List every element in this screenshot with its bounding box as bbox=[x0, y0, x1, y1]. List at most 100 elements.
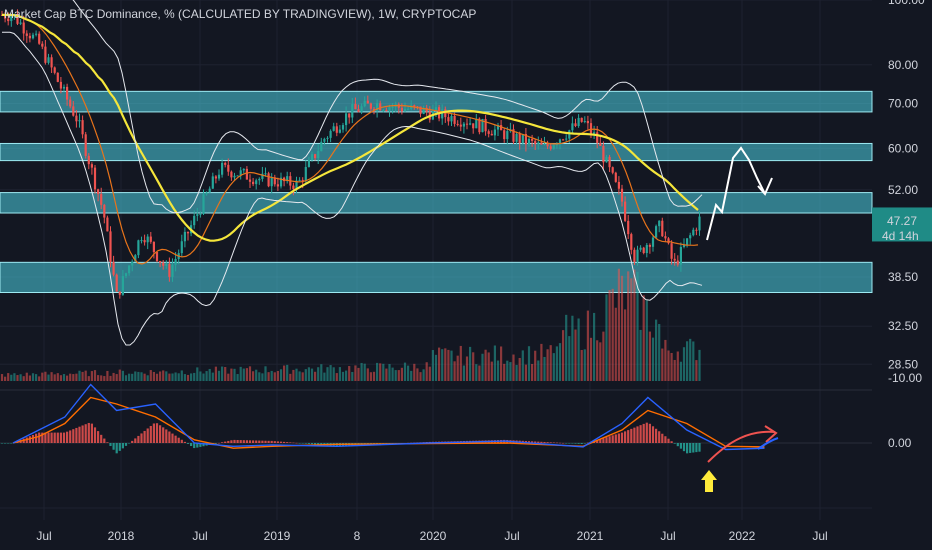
chart-title: Market Cap BTC Dominance, % (CALCULATED … bbox=[4, 7, 476, 21]
volume-bar-191 bbox=[593, 312, 596, 381]
volume-bar-54 bbox=[168, 373, 171, 381]
macd-histogram-bar-77 bbox=[239, 440, 242, 443]
candle-body-212 bbox=[658, 220, 661, 227]
macd-histogram-bar-88 bbox=[273, 441, 276, 443]
macd-histogram-bar-17 bbox=[53, 432, 56, 443]
candle-body-214 bbox=[664, 236, 667, 239]
candle-body-44 bbox=[137, 240, 140, 256]
candle-body-41 bbox=[128, 265, 131, 274]
volume-bar-24 bbox=[75, 373, 78, 381]
volume-bar-171 bbox=[531, 364, 534, 381]
candle-body-224 bbox=[695, 229, 698, 231]
macd-histogram-bar-101 bbox=[314, 443, 317, 445]
candle-body-23 bbox=[72, 106, 75, 116]
volume-bar-95 bbox=[295, 368, 298, 381]
x-tick-label-5: 2020 bbox=[420, 529, 447, 543]
macd-histogram-bar-80 bbox=[248, 440, 252, 443]
volume-bar-53 bbox=[165, 371, 168, 381]
candle-body-89 bbox=[276, 184, 279, 187]
candle-body-9 bbox=[28, 35, 31, 39]
macd-histogram-bar-58 bbox=[180, 439, 183, 443]
macd-histogram-bar-92 bbox=[286, 442, 289, 443]
macd-histogram-bar-193 bbox=[599, 438, 602, 443]
candle-body-42 bbox=[131, 261, 134, 266]
macd-signal-line bbox=[12, 396, 765, 449]
sma-line bbox=[2, 13, 699, 242]
volume-bar-113 bbox=[351, 371, 354, 381]
candle-body-147 bbox=[456, 123, 459, 125]
volume-bar-199 bbox=[617, 268, 620, 381]
candle-body-122 bbox=[379, 103, 382, 111]
volume-bar-82 bbox=[255, 369, 258, 381]
y-tick-label-4: 52.00 bbox=[888, 183, 918, 197]
macd-histogram-bar-172 bbox=[534, 441, 537, 443]
candle-body-113 bbox=[351, 104, 354, 118]
volume-bar-142 bbox=[441, 349, 444, 381]
volume-bar-29 bbox=[90, 371, 93, 381]
macd-histogram-bar-99 bbox=[307, 443, 310, 444]
volume-bar-76 bbox=[236, 374, 239, 381]
candle-body-177 bbox=[549, 146, 552, 149]
macd-histogram-bar-214 bbox=[664, 436, 667, 443]
candle-body-185 bbox=[574, 123, 577, 126]
candle-body-193 bbox=[599, 142, 602, 146]
candle-body-86 bbox=[267, 173, 270, 187]
candle-body-180 bbox=[558, 139, 562, 145]
x-tick-label-8: Jul bbox=[660, 529, 675, 543]
candle-body-218 bbox=[676, 260, 679, 265]
macd-histogram-bar-180 bbox=[558, 442, 562, 444]
x-tick-label-7: 2021 bbox=[577, 529, 604, 543]
macd-histogram-bar-196 bbox=[608, 436, 611, 443]
volume-bar-110 bbox=[341, 371, 345, 381]
candle-body-184 bbox=[571, 123, 574, 131]
volume-bar-59 bbox=[183, 374, 186, 381]
macd-histogram-bar-194 bbox=[602, 438, 605, 443]
macd-histogram-bar-38 bbox=[118, 443, 121, 451]
macd-histogram-bar-9 bbox=[28, 436, 31, 443]
macd-histogram-bar-171 bbox=[531, 441, 534, 443]
candle-body-77 bbox=[239, 170, 242, 176]
candle-body-146 bbox=[453, 115, 456, 124]
macd-histogram-bar-91 bbox=[283, 441, 286, 443]
volume-bar-13 bbox=[41, 372, 44, 381]
macd-histogram-bar-82 bbox=[255, 440, 258, 443]
volume-bar-17 bbox=[53, 374, 56, 381]
candle-body-161 bbox=[500, 125, 503, 131]
candle-body-20 bbox=[62, 86, 66, 89]
macd-histogram-bar-57 bbox=[177, 437, 180, 443]
candle-body-98 bbox=[304, 166, 307, 182]
candle-body-64 bbox=[199, 213, 202, 215]
candle-body-53 bbox=[165, 263, 168, 266]
volume-bar-157 bbox=[487, 352, 490, 381]
volume-bar-70 bbox=[217, 370, 221, 381]
volume-bar-20 bbox=[62, 374, 66, 381]
candle-body-172 bbox=[534, 140, 537, 145]
volume-bar-90 bbox=[279, 369, 283, 381]
yellow-up-arrow-icon bbox=[701, 470, 717, 492]
candle-body-126 bbox=[391, 106, 394, 108]
candle-body-84 bbox=[261, 173, 264, 179]
volume-bar-180 bbox=[558, 343, 562, 381]
price-tag-countdown: 4d 14h bbox=[882, 229, 919, 243]
candle-body-75 bbox=[233, 175, 236, 178]
candle-body-34 bbox=[106, 217, 109, 232]
volume-bar-121 bbox=[376, 362, 379, 381]
volume-bar-61 bbox=[190, 373, 193, 381]
volume-bar-211 bbox=[655, 319, 658, 381]
candle-body-188 bbox=[583, 120, 586, 122]
candle-body-6 bbox=[19, 22, 22, 24]
candle-body-221 bbox=[686, 238, 689, 246]
volume-bar-14 bbox=[44, 371, 47, 381]
candle-body-2 bbox=[7, 18, 10, 22]
x-tick-label-0: Jul bbox=[36, 529, 51, 543]
volume-bar-25 bbox=[78, 370, 81, 381]
volume-bar-151 bbox=[469, 346, 472, 381]
volume-bar-92 bbox=[286, 364, 289, 381]
volume-bar-8 bbox=[25, 372, 28, 381]
candle-body-163 bbox=[506, 131, 509, 140]
volume-bar-184 bbox=[571, 315, 574, 381]
macd-histogram-bar-44 bbox=[137, 435, 140, 443]
volume-bar-143 bbox=[444, 348, 447, 381]
candle-body-117 bbox=[363, 100, 366, 107]
